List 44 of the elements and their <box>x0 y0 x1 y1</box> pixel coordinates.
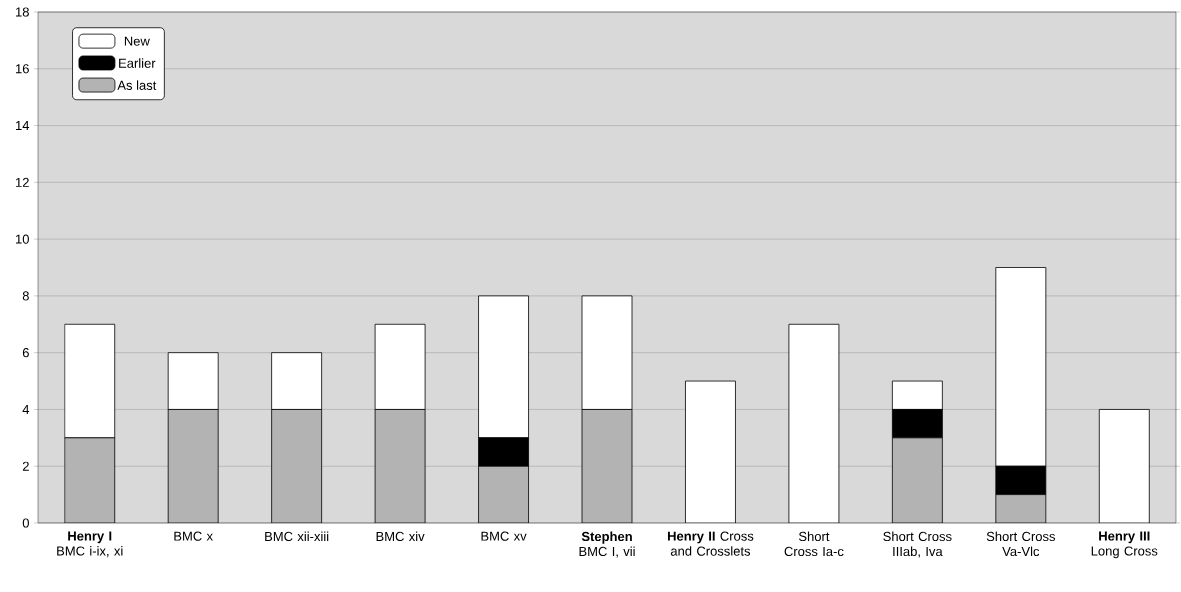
x-tick-label: BMC xiv <box>376 531 425 542</box>
bar <box>478 295 529 439</box>
x-tick-label: Short Cross Ia-c <box>784 531 844 557</box>
bar <box>167 409 219 523</box>
bar <box>374 409 426 523</box>
x-tick-label: BMC xv <box>481 531 527 541</box>
bar <box>995 494 1047 523</box>
y-tick-label: 10 <box>15 234 29 244</box>
y-tick-label: 2 <box>22 461 29 471</box>
y-tick-label: 0 <box>22 518 29 528</box>
bar <box>64 323 116 439</box>
bar <box>1098 409 1150 523</box>
x-tick-label: BMC xii-xiii <box>265 531 329 542</box>
legend-label: As last <box>117 80 157 90</box>
y-tick-label: 8 <box>22 291 29 301</box>
bar <box>271 409 323 523</box>
x-tick-label: Stephen BMC I, vii <box>579 531 635 558</box>
bar <box>167 352 219 410</box>
bar <box>374 323 426 410</box>
y-tick-label: 12 <box>15 177 29 187</box>
bar <box>478 465 529 523</box>
x-tick-label: Henry II Cross and Crosslets <box>667 531 754 556</box>
bar <box>891 380 943 410</box>
bar <box>271 352 323 410</box>
bar <box>478 437 529 467</box>
legend-label: Earlier <box>119 58 156 68</box>
bar <box>995 267 1047 467</box>
y-tick-label: 14 <box>15 121 30 131</box>
x-tick-label: BMC x <box>174 531 213 541</box>
x-tick-label: Short Cross Va-Vlc <box>986 531 1056 557</box>
x-tick-label: Henry I BMC i-ix, xi <box>57 531 123 558</box>
y-tick-label: 16 <box>15 64 29 74</box>
bar <box>788 323 840 523</box>
y-tick-label: 18 <box>15 7 29 17</box>
y-tick-label: 6 <box>22 348 29 358</box>
bar <box>64 437 116 523</box>
x-tick-label: Short Cross IIIab, Iva <box>883 531 952 558</box>
bar <box>581 409 633 523</box>
legend-label: New <box>124 36 150 46</box>
y-tick-label: 4 <box>22 404 30 414</box>
bar <box>891 437 943 523</box>
bar <box>685 380 736 523</box>
x-tick-label: Henry III Long Cross <box>1091 531 1158 559</box>
bar <box>581 295 633 410</box>
